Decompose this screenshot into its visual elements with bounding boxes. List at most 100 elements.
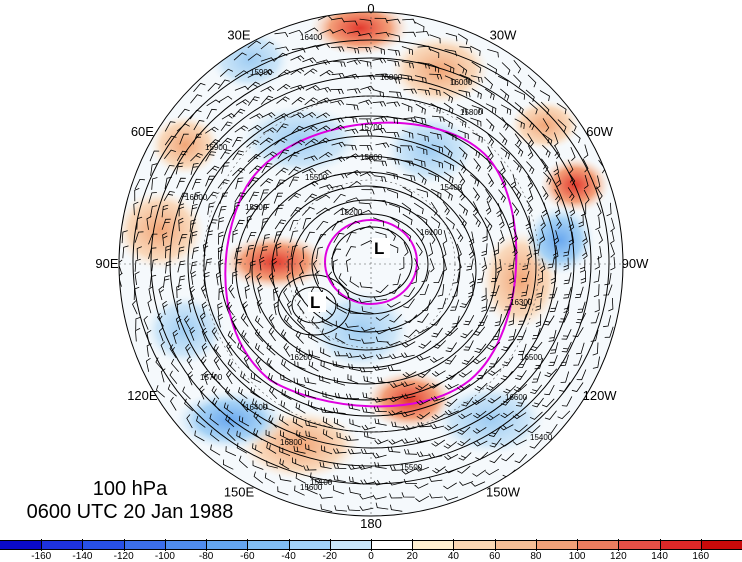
wind-barb xyxy=(415,242,423,257)
wind-barb xyxy=(403,174,416,182)
wind-barb xyxy=(560,354,569,367)
wind-barb xyxy=(312,259,319,274)
wind-barb xyxy=(470,117,482,127)
wind-barb xyxy=(429,132,442,140)
wind-barb xyxy=(169,344,177,359)
wind-barb xyxy=(330,184,345,190)
wind-barb xyxy=(542,144,551,158)
wind-barb xyxy=(295,330,304,344)
wind-barb xyxy=(288,192,302,202)
longitude-label: 150E xyxy=(224,485,255,500)
wind-barb xyxy=(487,396,502,404)
wind-barb xyxy=(275,167,289,176)
wind-barb xyxy=(217,302,223,316)
wind-barb xyxy=(372,127,387,134)
wind-barb xyxy=(158,286,165,301)
wind-barb xyxy=(559,311,569,323)
wind-barb xyxy=(200,284,207,299)
wind-barb xyxy=(374,418,387,426)
wind-barb xyxy=(294,387,306,398)
wind-barb xyxy=(402,186,413,198)
wind-barb xyxy=(580,202,587,217)
wind-barb xyxy=(259,246,268,258)
wind-barb xyxy=(377,376,390,384)
wind-barb xyxy=(218,95,233,103)
wind-barb xyxy=(247,53,262,61)
wind-barb xyxy=(485,200,492,215)
wind-barb xyxy=(320,360,332,371)
wind-barb xyxy=(373,397,388,403)
colorbar-tick-label: 0 xyxy=(368,551,374,562)
colorbar-tick-label: 160 xyxy=(692,551,710,562)
wind-barb xyxy=(192,191,201,204)
wind-barb xyxy=(200,356,208,371)
wind-barb xyxy=(541,202,548,217)
wind-barb xyxy=(218,287,225,301)
colorbar-tick-label: -80 xyxy=(198,551,214,562)
wind-barb xyxy=(283,288,290,303)
colorbar-tick-label: 120 xyxy=(609,551,627,562)
wind-barb xyxy=(460,329,473,339)
wind-barb xyxy=(372,494,387,500)
wind-barb xyxy=(415,383,429,391)
wind-barb xyxy=(443,171,454,184)
wind-barb xyxy=(253,411,262,425)
wind-barb xyxy=(543,171,552,185)
wind-barb xyxy=(305,420,318,428)
wind-barb xyxy=(413,158,426,167)
wind-barb xyxy=(302,206,315,216)
wind-barb xyxy=(596,202,602,217)
wind-barb xyxy=(443,145,453,158)
wind-barb xyxy=(375,336,389,343)
wind-barb xyxy=(489,437,502,448)
contour-label: 15900 xyxy=(250,68,273,77)
wind-barb xyxy=(487,173,494,188)
wind-barb xyxy=(527,188,534,203)
wind-barb xyxy=(572,327,584,338)
wind-barb xyxy=(542,133,553,146)
wind-barb xyxy=(520,298,530,309)
contour-label: 15800 xyxy=(380,73,403,82)
wind-barb xyxy=(225,414,235,428)
wind-barb xyxy=(487,49,499,58)
wind-barb xyxy=(569,202,576,217)
wind-barb xyxy=(347,505,361,511)
contour-label: 15900 xyxy=(205,143,228,152)
wind-barb xyxy=(429,34,441,44)
wind-barb xyxy=(372,452,387,459)
wind-barb xyxy=(299,259,304,274)
wind-barb xyxy=(263,151,278,159)
contour-label: 16400 xyxy=(245,403,268,412)
wind-barb xyxy=(260,41,274,50)
wind-barb xyxy=(458,412,472,420)
wind-barb xyxy=(472,213,481,228)
wind-barb xyxy=(330,124,345,132)
wind-barb xyxy=(186,356,194,370)
wind-barb xyxy=(322,428,334,440)
wind-barb xyxy=(570,146,576,161)
wind-barb xyxy=(401,102,413,113)
wind-barb xyxy=(151,177,158,190)
wind-barb xyxy=(320,504,333,513)
wind-barb xyxy=(583,144,589,159)
wind-barb xyxy=(580,270,586,284)
wind-barb xyxy=(469,174,480,187)
wind-barb xyxy=(474,382,488,392)
wind-barb xyxy=(422,299,431,311)
wind-barb xyxy=(502,356,514,367)
wind-barb xyxy=(167,384,177,397)
wind-barb xyxy=(576,342,585,355)
wind-barb xyxy=(346,220,361,229)
wind-barb xyxy=(319,69,334,77)
wind-barb xyxy=(418,340,432,349)
contour-label: 15700 xyxy=(360,123,383,132)
wind-barb xyxy=(375,329,390,335)
contour-label: 15800 xyxy=(460,108,483,117)
wind-barb xyxy=(295,402,306,414)
wind-barb xyxy=(268,272,275,287)
wind-barb xyxy=(266,460,278,469)
wind-barb xyxy=(236,430,247,442)
wind-barb xyxy=(389,382,405,388)
wind-barb xyxy=(375,314,390,321)
wind-barb xyxy=(316,97,331,104)
